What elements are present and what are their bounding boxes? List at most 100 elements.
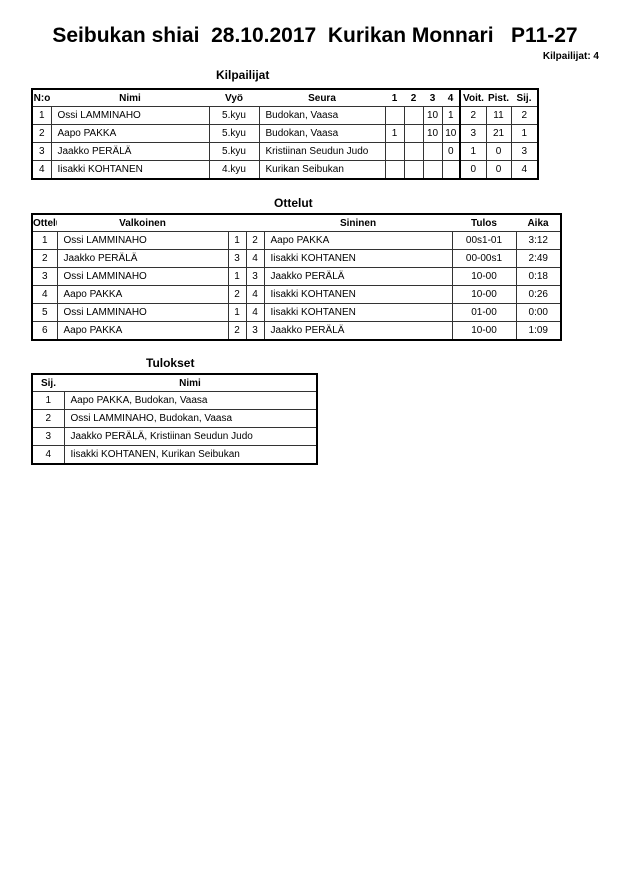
table-cell: 5.kyu: [208, 106, 260, 125]
table-cell: 0: [459, 160, 487, 180]
table-cell: [422, 142, 443, 161]
table-cell: 1: [459, 142, 487, 161]
competitors-table: N:o Nimi Vyö Seura 1 2 3 4 Voit. Pist. Sij. 1 Ossi L…: [31, 88, 539, 180]
table-cell: Budokan, Vaasa: [258, 124, 386, 143]
table-cell: 0: [485, 142, 512, 161]
table-cell: 0:00: [515, 303, 562, 322]
table-cell: Kurikan Seibukan: [258, 160, 386, 180]
table-cell: [384, 142, 405, 161]
table-cell: Ossi LAMMINAHO: [50, 106, 210, 125]
table-cell: [384, 106, 405, 125]
column-header: Aika: [527, 217, 549, 229]
table-cell: Ossi LAMMINAHO: [56, 303, 229, 322]
table-cell: 4.kyu: [208, 160, 260, 180]
table-cell: 2: [31, 124, 52, 143]
table-cell: 6: [31, 321, 58, 341]
table-cell: [403, 106, 424, 125]
table-cell: 2: [245, 231, 265, 250]
table-cell: Budokan, Vaasa: [258, 106, 386, 125]
table-cell: 1: [441, 106, 461, 125]
table-cell: Iisakki KOHTANEN, Kurikan Seibukan: [63, 445, 318, 465]
table-cell: 0:18: [515, 267, 562, 286]
table-row: 4 Iisakki KOHTANEN 4.kyu Kurikan Seibukan 0 0…: [31, 160, 539, 180]
table-cell: 1: [227, 303, 247, 322]
table-cell: Ossi LAMMINAHO: [56, 267, 229, 286]
table-cell: 2: [510, 106, 539, 125]
column-header: Voit.: [459, 89, 486, 107]
table-cell: 2: [227, 321, 247, 341]
table-cell: 10: [422, 106, 443, 125]
table-cell: 10-00: [451, 321, 517, 341]
table-row: 2 Aapo PAKKA 5.kyu Budokan, Vaasa 1 10 10 3 21 1: [31, 124, 539, 143]
table-cell: 1: [227, 231, 247, 250]
column-header: 2: [410, 92, 417, 104]
table-cell: Aapo PAKKA: [263, 231, 453, 250]
table-cell: 4: [31, 285, 58, 304]
table-cell: 3: [31, 142, 52, 161]
column-header: Sij.: [516, 92, 532, 104]
table-cell: 4: [510, 160, 539, 180]
results-title: Tulokset: [146, 356, 195, 370]
table-cell: 10: [422, 124, 443, 143]
competitors-title: Kilpailijat: [216, 68, 270, 82]
table-cell: 4: [31, 160, 52, 180]
column-header: [228, 214, 246, 232]
column-header: Nimi: [119, 92, 141, 104]
table-cell: 5.kyu: [208, 142, 260, 161]
table-cell: [403, 160, 424, 180]
column-header: Vyö: [225, 92, 243, 104]
column-header: Nimi: [179, 377, 201, 389]
table-cell: 2: [459, 106, 487, 125]
column-header: Tulos: [471, 217, 497, 229]
table-cell: Iisakki KOHTANEN: [263, 303, 453, 322]
table-row: 2 Jaakko PERÄLÄ 3 4 Iisakki KOHTANEN 00-00s1 2…: [31, 249, 562, 268]
header-row: Ottelu Valkoinen Sininen Tulos Aika: [32, 214, 561, 232]
column-header: 3: [429, 92, 436, 104]
table-cell: Aapo PAKKA: [50, 124, 210, 143]
table-cell: 3:12: [515, 231, 562, 250]
column-header: Pist.: [487, 92, 510, 104]
column-header: Ottelu: [33, 217, 57, 229]
table-cell: 2: [31, 409, 65, 428]
table-row: 3 Jaakko PERÄLÄ, Kristiinan Seudun Judo: [31, 427, 318, 446]
table-cell: 1: [384, 124, 405, 143]
table-cell: Iisakki KOHTANEN: [263, 285, 453, 304]
table-cell: 3: [459, 124, 487, 143]
matches-title: Ottelut: [274, 196, 313, 210]
table-cell: 21: [485, 124, 512, 143]
table-cell: Jaakko PERÄLÄ, Kristiinan Seudun Judo: [63, 427, 318, 446]
table-cell: Aapo PAKKA, Budokan, Vaasa: [63, 391, 318, 410]
table-cell: 0: [485, 160, 512, 180]
table-cell: Jaakko PERÄLÄ: [56, 249, 229, 268]
table-cell: 11: [485, 106, 512, 125]
table-cell: 10-00: [451, 267, 517, 286]
table-cell: [403, 142, 424, 161]
column-header: N:o: [33, 92, 51, 104]
table-cell: 3: [245, 267, 265, 286]
table-cell: Ossi LAMMINAHO: [56, 231, 229, 250]
page-title: Seibukan shiai 28.10.2017 Kurikan Monnar…: [52, 24, 578, 47]
table-cell: 10: [441, 124, 461, 143]
table-cell: 10-00: [451, 285, 517, 304]
table-cell: 4: [245, 303, 265, 322]
table-cell: 3: [510, 142, 539, 161]
table-cell: 2: [31, 249, 58, 268]
table-cell: [441, 160, 461, 180]
column-header: Valkoinen: [119, 217, 166, 229]
results-table: Sij. Nimi 1 Aapo PAKKA, Budokan, Vaasa 2 Ossi…: [31, 373, 318, 465]
table-cell: 3: [227, 249, 247, 268]
table-cell: 4: [245, 249, 265, 268]
table-cell: Kristiinan Seudun Judo: [258, 142, 386, 161]
table-cell: Jaakko PERÄLÄ: [263, 267, 453, 286]
table-cell: Iisakki KOHTANEN: [263, 249, 453, 268]
matches-table: OtteluValkoinenSininenTulosAika1Ossi LAM…: [31, 213, 562, 341]
table-cell: 5: [31, 303, 58, 322]
table-cell: [403, 124, 424, 143]
table-cell: Jaakko PERÄLÄ: [50, 142, 210, 161]
column-header: 1: [391, 92, 398, 104]
column-header: [246, 214, 264, 232]
table-row: 1 Ossi LAMMINAHO 5.kyu Budokan, Vaasa 10 1 2 11…: [31, 106, 539, 125]
table-cell: Aapo PAKKA: [56, 285, 229, 304]
table-cell: 2:49: [515, 249, 562, 268]
table-cell: 1: [31, 106, 52, 125]
